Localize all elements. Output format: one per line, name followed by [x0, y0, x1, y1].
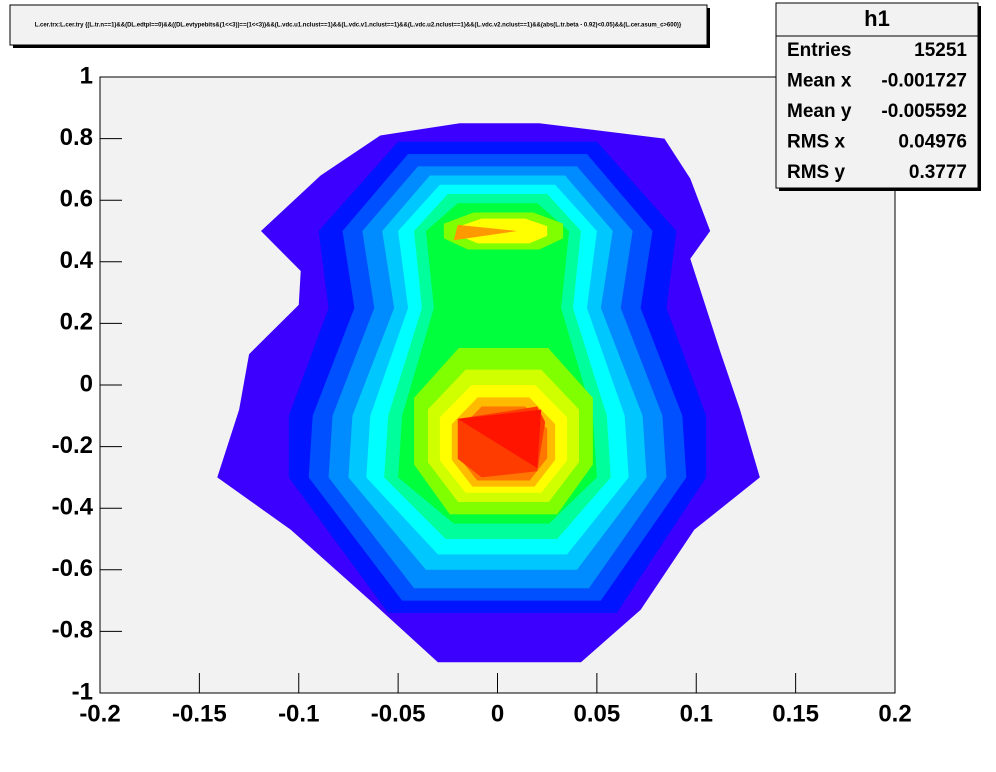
- y-tick-label: -0.8: [52, 617, 93, 644]
- stats-rows: Entries 15251 Mean x -0.001727 Mean y -0.0055…: [787, 40, 967, 183]
- y-tick-label: 0.2: [60, 309, 93, 336]
- stats-label: Mean y: [787, 101, 852, 122]
- stats-title: h1: [864, 6, 890, 31]
- stats-label: RMS x: [787, 132, 846, 153]
- y-tick-label: -0.2: [52, 432, 93, 459]
- x-tick-label: 0: [491, 700, 504, 727]
- x-tick-label: -0.05: [371, 700, 426, 727]
- x-tick-label: 0.05: [574, 700, 621, 727]
- contour-band: [453, 224, 518, 241]
- x-tick-label: -0.2: [79, 700, 120, 727]
- y-tick-label: -0.4: [52, 494, 94, 521]
- y-tick-label: 0.4: [60, 247, 94, 274]
- stats-label: RMS y: [787, 162, 846, 183]
- stats-value: -0.001727: [881, 71, 967, 92]
- y-tick-label: -1: [72, 678, 93, 705]
- title-box: [9, 4, 708, 46]
- axes: -0.2 -0.15 -0.1 -0.05 0 0.05 0.1 0.15 0.2 -1 -0.8 -…: [52, 62, 912, 727]
- stats-value: -0.005592: [881, 101, 967, 122]
- y-tick-label: 0.8: [60, 124, 93, 151]
- stats-value: 0.04976: [898, 132, 967, 153]
- stats-label: Entries: [787, 40, 851, 61]
- y-tick-label: 0: [80, 370, 93, 397]
- stats-label: Mean x: [787, 71, 852, 92]
- x-tick-label: 0.2: [878, 700, 911, 727]
- stats-value: 15251: [914, 40, 967, 61]
- contour-band: [457, 409, 542, 469]
- y-tick-label: 1: [80, 62, 93, 89]
- x-tick-label: -0.1: [278, 700, 319, 727]
- x-tick-label: -0.15: [172, 700, 227, 727]
- x-tick-label: 0.1: [680, 700, 713, 727]
- contours: [217, 123, 760, 663]
- x-tick-label: 0.15: [772, 700, 819, 727]
- chart-title: L.cer.trx:L.cer.try {(L.tr.n==1)&&(DL.ed…: [35, 23, 682, 29]
- y-tick-label: -0.6: [52, 555, 93, 582]
- y-tick-label: 0.6: [60, 186, 93, 213]
- stats-box: [775, 2, 979, 189]
- stats-value: 0.3777: [909, 162, 967, 183]
